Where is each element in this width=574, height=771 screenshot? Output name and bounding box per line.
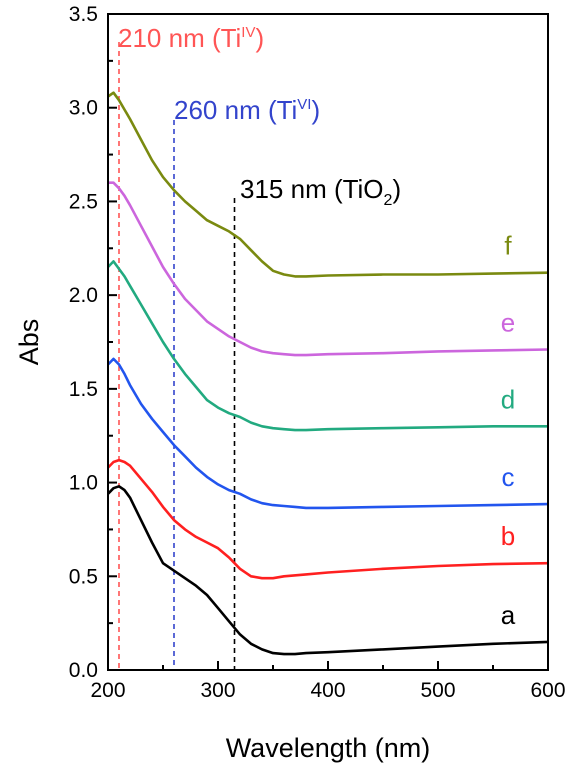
y-tick-label: 0.0 [69, 659, 98, 682]
y-tick-label: 1.5 [69, 378, 98, 401]
reference-label-210: 210 nm (TiIV) [118, 23, 264, 53]
axis-ticks: 200 300 400 500 600 0.0 0.5 1.0 1.5 2.0 2.5 3.0 3.5 [69, 3, 566, 702]
curve-label-e: e [501, 307, 515, 337]
y-tick-label: 3.0 [69, 97, 98, 120]
x-tick-label: 300 [200, 679, 235, 702]
x-tick-label: 200 [90, 679, 125, 702]
series-lines [107, 91, 549, 656]
curve-label-f: f [504, 231, 512, 261]
curve-label-d: d [501, 384, 515, 414]
y-tick-label: 3.5 [69, 3, 98, 26]
series-line-d [107, 260, 548, 432]
curve-label-b: b [501, 521, 515, 551]
series-line-a [107, 485, 549, 656]
y-tick-label: 1.0 [69, 472, 98, 495]
reference-labels: 210 nm (TiIV) 260 nm (TiVI) 315 nm (TiO2) [118, 23, 401, 209]
y-tick-label: 2.5 [69, 190, 98, 213]
x-tick-label: 400 [310, 679, 345, 702]
series-line-f [107, 91, 549, 278]
reference-label-260: 260 nm (TiVI) [174, 95, 320, 125]
y-tick-label: 0.5 [69, 565, 98, 588]
y-tick-label: 2.0 [69, 284, 98, 307]
reference-label-315: 315 nm (TiO2) [240, 174, 401, 209]
series-line-c [107, 357, 549, 510]
curve-labels: a bc d e f [501, 231, 516, 630]
curve-label-c: c [502, 462, 515, 492]
curve-label-a: a [501, 600, 516, 630]
series-line-e [108, 181, 549, 357]
series-line-b [107, 458, 549, 580]
reference-lines [118, 42, 236, 670]
x-axis-label: Wavelength (nm) [226, 733, 431, 763]
x-tick-label: 600 [530, 679, 565, 702]
y-axis-label: Abs [14, 319, 44, 366]
x-tick-label: 500 [420, 679, 455, 702]
